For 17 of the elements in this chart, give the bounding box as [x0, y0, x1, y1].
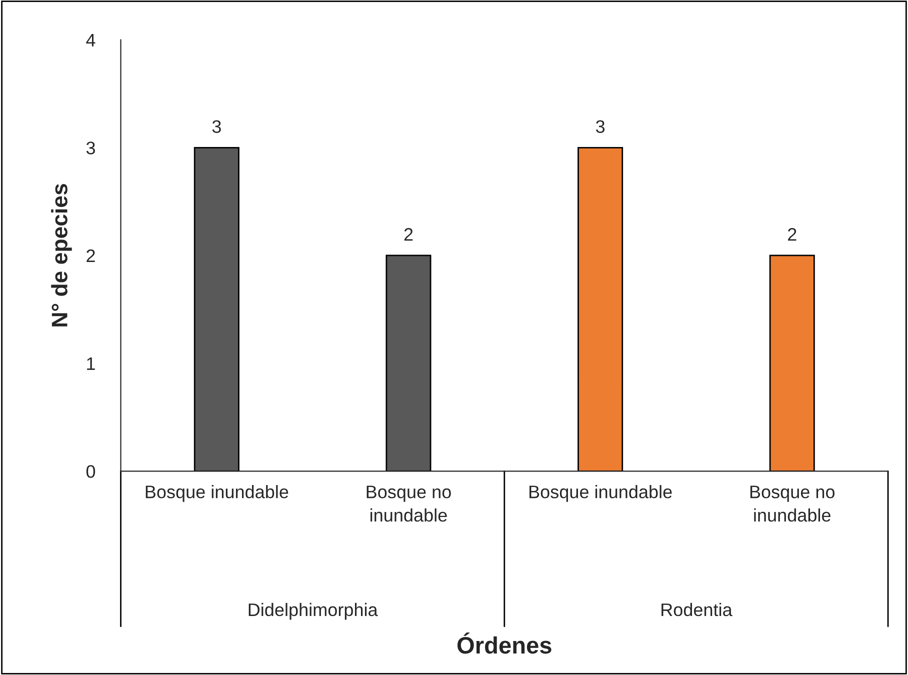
x-tick-label: Bosque no inundable [366, 486, 451, 522]
data-label: 3 [596, 120, 605, 133]
data-label: 3 [212, 120, 221, 133]
y-axis-title: N° de epecies [51, 184, 72, 326]
text: Rodentia [662, 602, 732, 616]
y-tick-label: 2 [86, 249, 95, 262]
y-tick-label: 1 [87, 357, 95, 370]
y-tick-label: 3 [86, 142, 95, 154]
text: Didelphimorphia [248, 602, 378, 620]
y-tick-label: 4 [86, 34, 96, 46]
data-label: 2 [404, 228, 413, 241]
x-tick-label: Bosque inundable [530, 485, 672, 502]
data-label: 2 [788, 228, 796, 241]
x-tick-label: Bosque inundable [146, 485, 288, 502]
x-axis-title: Órdenes [457, 632, 552, 654]
y-tick-label: 0 [86, 465, 96, 478]
x-tick-label: Bosque no inundable [750, 486, 835, 522]
